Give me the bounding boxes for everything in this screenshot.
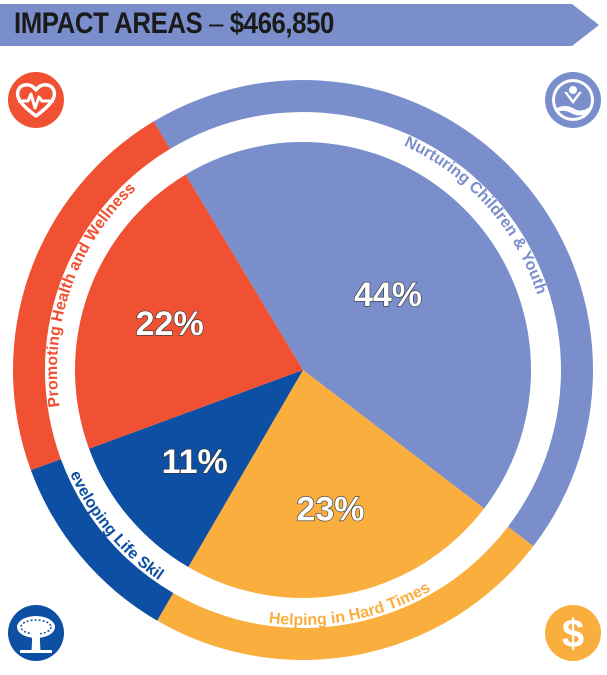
- title-text: IMPACT AREAS: [14, 7, 203, 40]
- slice-value-label-promoting-health-and-wellness: 22%: [136, 305, 204, 343]
- outer-ring: [13, 80, 594, 660]
- slice-value-label-nurturing-children-and-youth: 44%: [354, 276, 422, 314]
- pie-slice-nurturing-children-and-youth: [185, 142, 531, 509]
- svg-text:$: $: [562, 612, 584, 656]
- pie-slice-developing-life-skills: [89, 370, 303, 568]
- title-separator: –: [209, 7, 224, 40]
- ring-band-nurturing-children-and-youth: [153, 80, 594, 547]
- pie-slice-promoting-health-and-wellness: [75, 174, 303, 449]
- title-banner-background: [0, 4, 599, 46]
- dollar-icon: $: [545, 605, 601, 661]
- pie-slices: [75, 142, 531, 598]
- ring-band-promoting-health-and-wellness: [13, 121, 171, 471]
- slice-value-label-developing-life-skills: 11%: [162, 443, 228, 481]
- united-way-hand-icon: [545, 72, 601, 128]
- ring-band-helping-in-hard-times: [157, 526, 534, 660]
- slice-value-labels: 44% 23% 11% 22%: [135, 275, 423, 529]
- heart-pulse-icon: [8, 72, 64, 128]
- page-title: IMPACT AREAS – $466,850: [14, 7, 334, 41]
- slice-value-label-helping-in-hard-times: 23%: [296, 491, 364, 529]
- pie-slice-helping-in-hard-times: [188, 370, 485, 598]
- title-amount: $466,850: [229, 7, 335, 40]
- ring-band-developing-life-skills: [30, 459, 174, 621]
- tree-icon: [8, 605, 64, 661]
